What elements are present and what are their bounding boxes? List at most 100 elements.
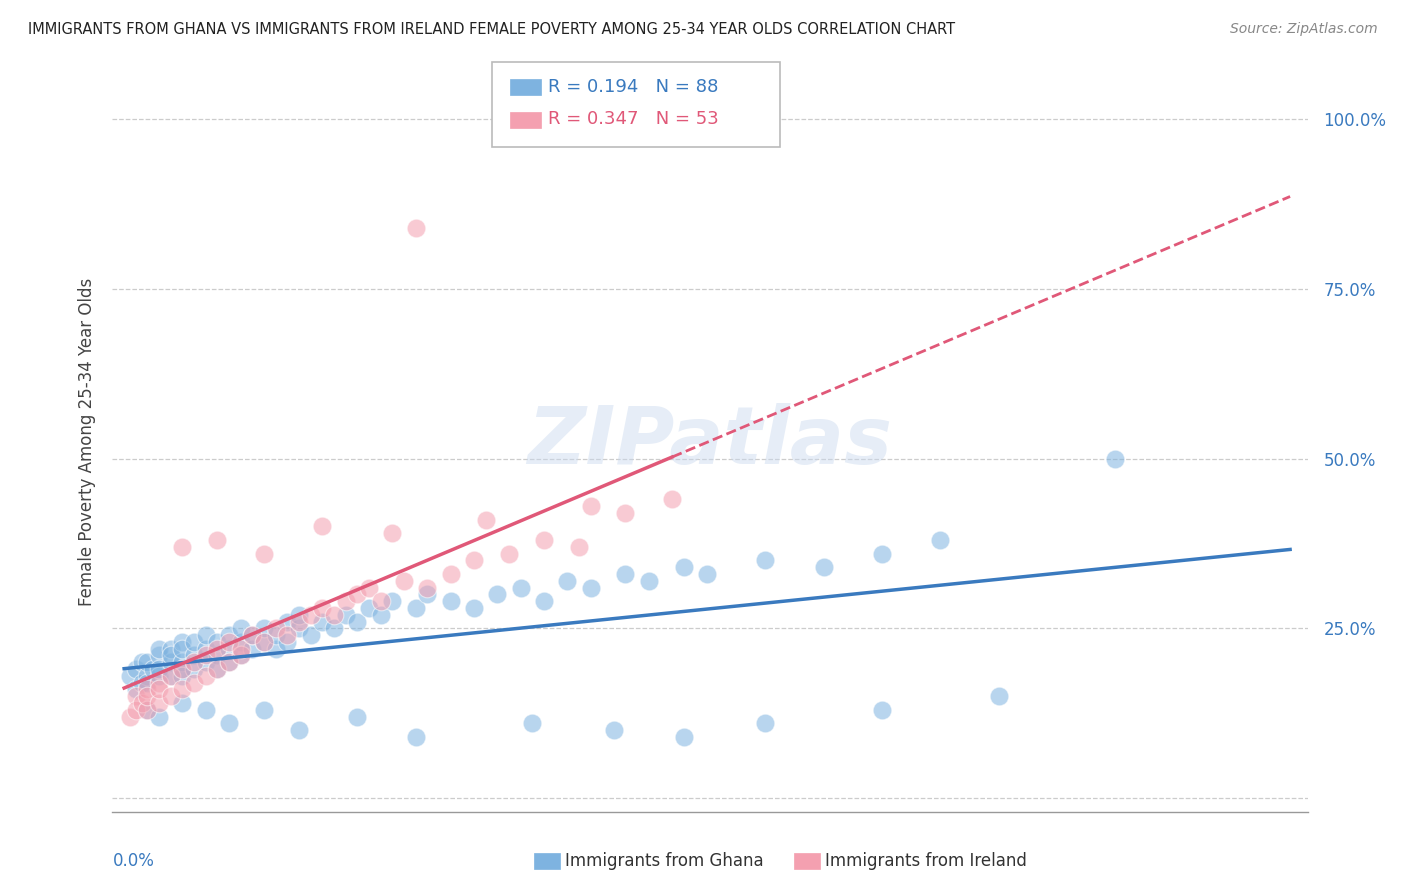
Point (405, 730, 427, 744)
Point (136, 669, 159, 683)
Point (509, 581, 531, 595)
Point (405, 601, 427, 615)
Point (159, 690, 181, 704)
Point (299, 607, 322, 622)
Point (131, 696, 153, 710)
Point (929, 533, 952, 547)
Point (323, 607, 346, 622)
Point (253, 547, 276, 561)
Point (148, 682, 170, 697)
Point (357, 581, 380, 595)
Point (253, 635, 276, 649)
Point (172, 655, 194, 669)
Point (288, 607, 311, 622)
Point (183, 635, 205, 649)
Text: Immigrants from Ghana: Immigrants from Ghana (565, 852, 763, 870)
Point (614, 566, 637, 581)
Text: R = 0.194   N = 88: R = 0.194 N = 88 (548, 78, 718, 95)
Point (218, 628, 240, 642)
Point (381, 594, 404, 608)
Point (533, 533, 555, 547)
Point (183, 675, 205, 690)
Point (637, 574, 659, 588)
Point (136, 675, 159, 690)
Point (207, 533, 229, 547)
Point (696, 566, 718, 581)
Point (218, 641, 240, 656)
Point (323, 621, 346, 635)
Point (346, 587, 368, 601)
Point (381, 526, 404, 541)
Point (172, 682, 194, 697)
Text: IMMIGRANTS FROM GHANA VS IMMIGRANTS FROM IRELAND FEMALE POVERTY AMONG 25-34 YEAR: IMMIGRANTS FROM GHANA VS IMMIGRANTS FROM… (28, 22, 955, 37)
Point (474, 513, 496, 527)
Text: Immigrants from Ireland: Immigrants from Ireland (825, 852, 1028, 870)
Text: 0.0%: 0.0% (112, 853, 155, 871)
Point (311, 615, 333, 629)
Point (183, 655, 205, 669)
Point (207, 641, 229, 656)
Point (264, 621, 287, 635)
Point (229, 648, 252, 663)
Point (276, 635, 298, 649)
Text: Source: ZipAtlas.com: Source: ZipAtlas.com (1230, 22, 1378, 37)
Point (416, 587, 439, 601)
Point (148, 675, 170, 690)
Y-axis label: Female Poverty Among 25-34 Year Olds: Female Poverty Among 25-34 Year Olds (77, 277, 96, 606)
Point (125, 662, 148, 676)
Point (439, 594, 461, 608)
Point (194, 641, 217, 656)
Point (159, 669, 181, 683)
Point (172, 635, 194, 649)
Point (253, 635, 276, 649)
Point (118, 709, 141, 723)
Point (568, 540, 591, 554)
Point (392, 574, 415, 588)
Point (229, 635, 252, 649)
Point (253, 703, 276, 717)
Point (276, 615, 298, 629)
Point (299, 628, 322, 642)
Point (439, 566, 461, 581)
Point (172, 662, 194, 676)
Text: R = 0.347   N = 53: R = 0.347 N = 53 (548, 110, 718, 128)
Point (207, 635, 229, 649)
Point (159, 669, 181, 683)
Point (533, 594, 555, 608)
Point (136, 703, 159, 717)
Point (357, 601, 380, 615)
Point (218, 655, 240, 669)
Point (229, 641, 252, 656)
Point (229, 621, 252, 635)
Point (754, 716, 776, 731)
Point (136, 655, 159, 669)
Point (142, 662, 165, 676)
Point (346, 709, 368, 723)
Point (463, 553, 485, 567)
Point (159, 641, 181, 656)
Point (194, 648, 217, 663)
Point (183, 662, 205, 676)
Point (148, 648, 170, 663)
Point (207, 662, 229, 676)
Point (125, 682, 148, 697)
Point (242, 641, 264, 656)
Point (405, 220, 427, 235)
Point (486, 587, 509, 601)
Point (194, 703, 217, 717)
Point (159, 648, 181, 663)
Point (194, 628, 217, 642)
Point (118, 669, 141, 683)
Point (370, 594, 392, 608)
Point (172, 662, 194, 676)
Point (218, 716, 240, 731)
Point (194, 669, 217, 683)
Point (264, 628, 287, 642)
Point (416, 581, 439, 595)
Point (136, 682, 159, 697)
Point (172, 540, 194, 554)
Point (288, 723, 311, 738)
Point (148, 709, 170, 723)
Point (614, 506, 637, 520)
Point (522, 716, 544, 731)
